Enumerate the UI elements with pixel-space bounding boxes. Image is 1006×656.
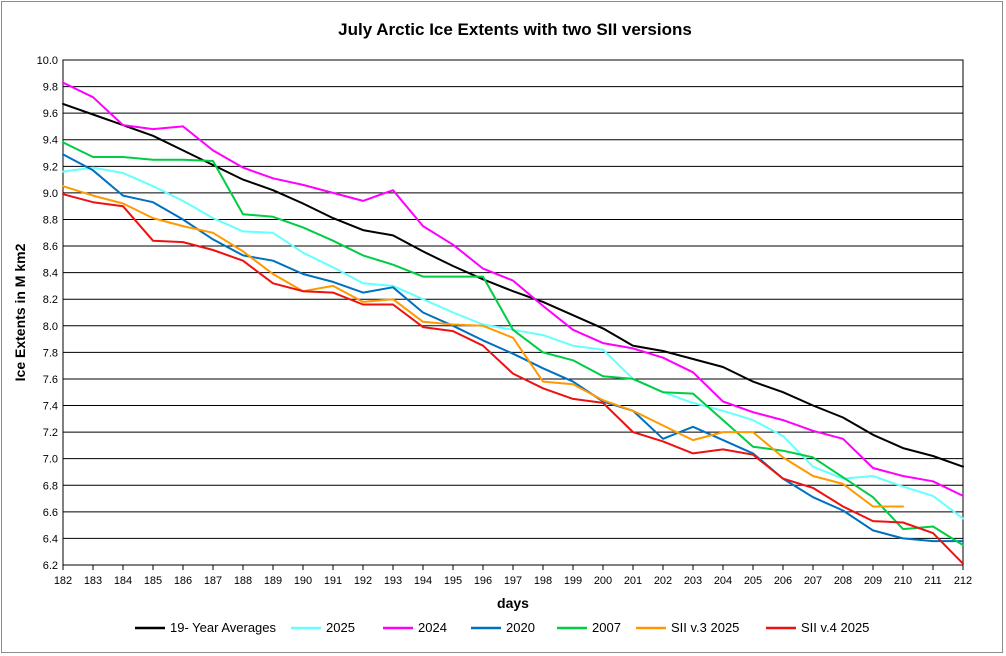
- x-tick-label: 207: [804, 575, 822, 587]
- y-tick-label: 8.4: [43, 268, 58, 280]
- x-tick-label: 199: [564, 575, 582, 587]
- x-tick-label: 189: [264, 575, 282, 587]
- x-tick-label: 203: [684, 575, 702, 587]
- y-tick-label: 9.4: [43, 135, 58, 147]
- x-axis-title: days: [497, 595, 529, 611]
- y-tick-label: 6.4: [43, 533, 58, 545]
- x-tick-label: 211: [924, 575, 942, 587]
- y-tick-label: 7.2: [43, 427, 58, 439]
- x-tick-label: 204: [714, 575, 732, 587]
- y-tick-label: 6.8: [43, 480, 58, 492]
- x-tick-label: 198: [534, 575, 552, 587]
- y-tick-label: 8.2: [43, 294, 58, 306]
- series-line-3: [62, 153, 964, 543]
- y-tick-label: 9.6: [43, 108, 58, 120]
- x-tick-label: 194: [414, 575, 432, 587]
- series-line-0: [62, 102, 964, 468]
- series-line-1: [62, 166, 964, 520]
- y-tick-label: 6.2: [43, 560, 58, 572]
- y-tick-label: 9.8: [43, 82, 58, 94]
- x-tick-label: 200: [594, 575, 612, 587]
- plot-border: [62, 59, 964, 566]
- x-tick-label: 195: [444, 575, 462, 587]
- x-tick-label: 191: [324, 575, 342, 587]
- x-tick-label: 182: [54, 575, 72, 587]
- series-line-6: [62, 193, 964, 565]
- y-tick-label: 7.6: [43, 374, 58, 386]
- legend-label: 19- Year Averages: [170, 620, 277, 635]
- x-tick-label: 183: [84, 575, 102, 587]
- y-tick-label: 7.8: [43, 347, 58, 359]
- legend-label: 2024: [418, 620, 447, 635]
- chart-title: July Arctic Ice Extents with two SII ver…: [338, 20, 692, 39]
- x-tick-label: 197: [504, 575, 522, 587]
- x-tick-label: 206: [774, 575, 792, 587]
- x-tick-label: 209: [864, 575, 882, 587]
- x-tick-label: 210: [894, 575, 912, 587]
- legend-label: SII v.4 2025: [801, 620, 869, 635]
- y-axis-title: Ice Extents in M km2: [12, 243, 28, 381]
- y-tick-label: 6.6: [43, 507, 58, 519]
- series-line-2: [62, 81, 964, 497]
- y-tick-label: 8.0: [43, 321, 58, 333]
- x-tick-label: 193: [384, 575, 402, 587]
- x-tick-label: 190: [294, 575, 312, 587]
- x-tick-label: 185: [144, 575, 162, 587]
- y-tick-label: 8.8: [43, 214, 58, 226]
- x-tick-label: 205: [744, 575, 762, 587]
- x-tick-label: 202: [654, 575, 672, 587]
- x-tick-label: 212: [954, 575, 972, 587]
- x-axis-ticks: 182 183 184 185 186 187 188 189 190 191 192 193 194 1…: [54, 565, 972, 587]
- x-tick-label: 188: [234, 575, 252, 587]
- x-tick-label: 208: [834, 575, 852, 587]
- legend-label: 2025: [326, 620, 355, 635]
- series-layer: [62, 81, 964, 565]
- y-tick-label: 8.6: [43, 241, 58, 253]
- y-tick-label: 10.0: [37, 55, 58, 67]
- y-axis-ticks: 10.0 9.8 9.6 9.4 9.2 9.0 8.8 8.6 8.4 8.2 8.0 7.8 7.6…: [37, 55, 58, 572]
- x-tick-label: 192: [354, 575, 372, 587]
- y-tick-label: 7.0: [43, 454, 58, 466]
- y-tick-label: 9.2: [43, 161, 58, 173]
- legend-label: SII v.3 2025: [671, 620, 739, 635]
- legend: 19- Year Averages 2025 2024 2020 2007 SII v.3…: [135, 620, 869, 635]
- x-tick-label: 186: [174, 575, 192, 587]
- y-tick-label: 7.4: [43, 401, 58, 413]
- x-tick-label: 196: [474, 575, 492, 587]
- series-line-5: [62, 185, 904, 508]
- x-tick-label: 187: [204, 575, 222, 587]
- y-tick-label: 9.0: [43, 188, 58, 200]
- legend-label: 2007: [592, 620, 621, 635]
- series-line-4: [62, 141, 964, 547]
- x-tick-label: 201: [624, 575, 642, 587]
- legend-label: 2020: [506, 620, 535, 635]
- grid: [63, 59, 963, 566]
- x-tick-label: 184: [114, 575, 132, 587]
